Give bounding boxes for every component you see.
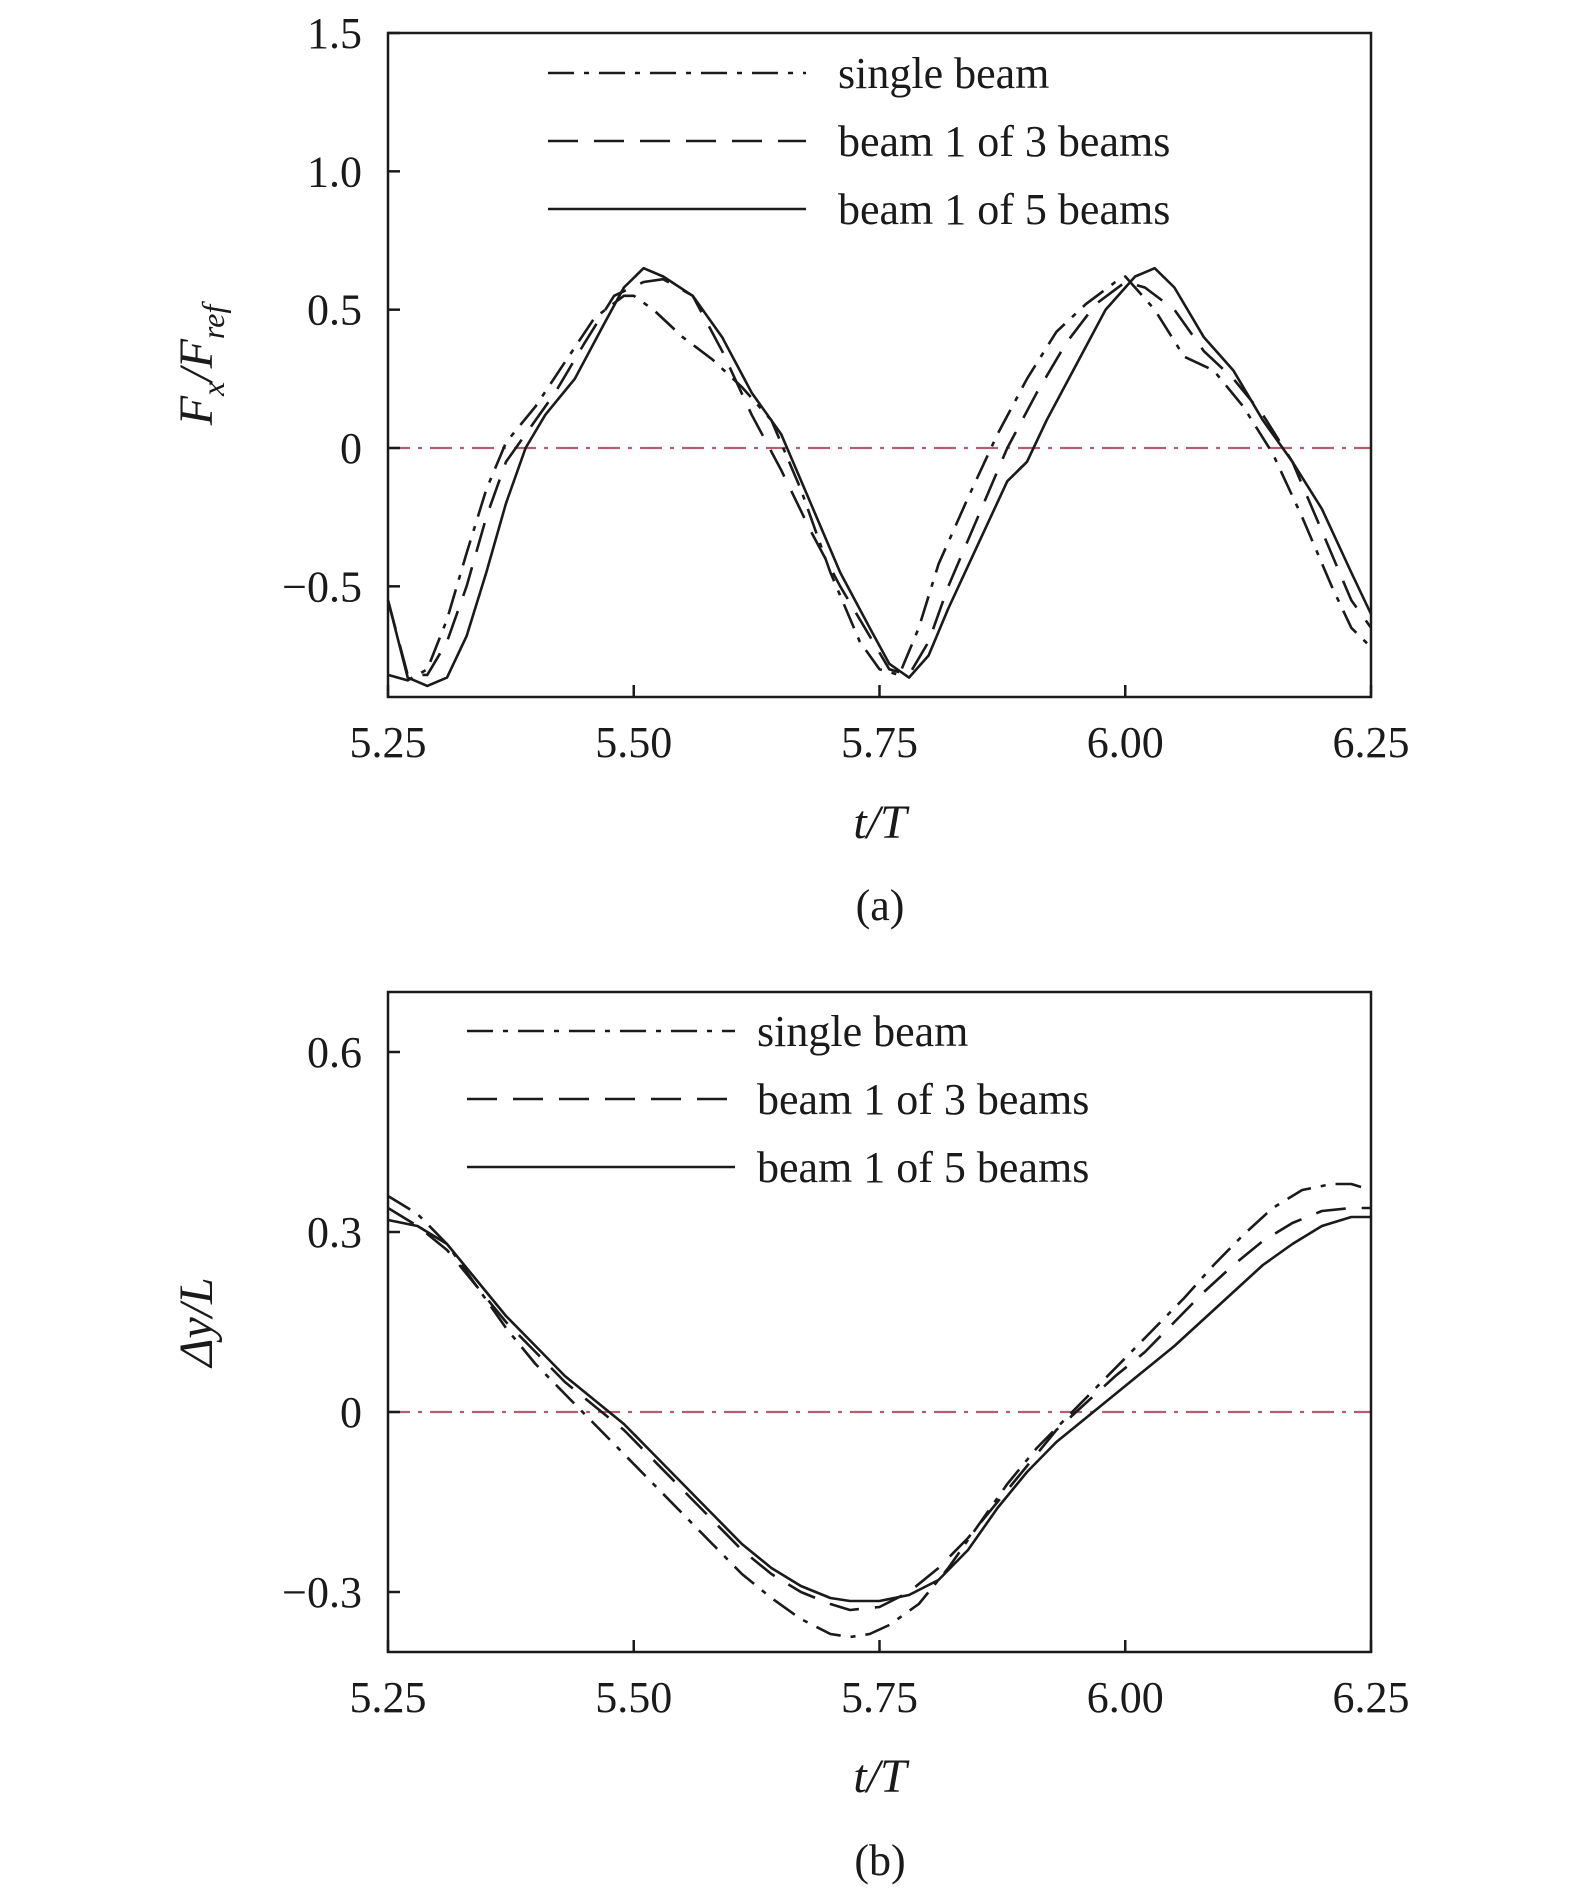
panel-b-series-1 — [387, 1182, 1372, 1639]
panel-b-y-tick-label: 0 — [340, 1388, 362, 1437]
panel-a-x-tick-label: 6.25 — [1333, 718, 1410, 767]
panel-b-x-tick-label: 5.75 — [841, 1673, 918, 1722]
panel-b-legend-label-2: beam 1 of 3 beams — [757, 1075, 1089, 1124]
panel-b-series-3 — [387, 1215, 1371, 1603]
panel-a-series-2 — [386, 277, 1373, 677]
panel-a-y-tick-label: 0.5 — [307, 286, 362, 335]
panel-b-y-tick-label: −0.3 — [282, 1568, 362, 1617]
panel-b-legend-label-1: single beam — [757, 1007, 968, 1056]
panel-b-x-tick-label: 5.50 — [595, 1673, 672, 1722]
panel-a-x-axis-label: t/T — [853, 796, 910, 849]
panel-b-x-axis-label: t/T — [853, 1750, 910, 1803]
panel-a-legend-label-3: beam 1 of 5 beams — [838, 185, 1170, 234]
panel-a-legend-label-1: single beam — [838, 49, 1049, 98]
panel-a-x-tick-label: 5.25 — [350, 718, 427, 767]
panel-b-x-tick-label: 5.25 — [350, 1673, 427, 1722]
panel-a-caption: (a) — [856, 881, 905, 930]
panel-a-y-tick-label: 0 — [340, 424, 362, 473]
panel-b-y-tick-label: 0.3 — [307, 1208, 362, 1257]
panel-a-x-tick-label: 5.75 — [841, 718, 918, 767]
panel-b-chart: 5.25 5.50 5.75 6.00 6.25 0.6 0.3 0 −0.3 single be… — [170, 990, 1410, 1885]
panel-b-x-tick-label: 6.25 — [1333, 1673, 1410, 1722]
panel-a-chart: 5.25 5.50 5.75 6.00 6.25 1.5 1.0 0.5 0 −0.5 single… — [170, 9, 1410, 930]
panel-a-y-tick-label: −0.5 — [282, 562, 362, 611]
panel-a-y-tick-label: 1.5 — [307, 9, 362, 58]
panel-a-x-tick-label: 6.00 — [1087, 718, 1164, 767]
panel-b-series-2 — [387, 1206, 1371, 1612]
panel-b-legend-label-3: beam 1 of 5 beams — [757, 1143, 1089, 1192]
panel-b-y-tick-label: 0.6 — [307, 1028, 362, 1077]
panel-a-y-tick-label: 1.0 — [307, 147, 362, 196]
panel-a-series-3 — [386, 266, 1373, 688]
panel-b-x-tick-label: 6.00 — [1087, 1673, 1164, 1722]
panel-b-caption: (b) — [854, 1836, 905, 1885]
panel-a-series-1 — [387, 275, 1372, 682]
panel-b-y-axis-label: Δy/L — [170, 1277, 223, 1369]
panel-a-legend-label-2: beam 1 of 3 beams — [838, 117, 1170, 166]
panel-a-x-tick-label: 5.50 — [595, 718, 672, 767]
